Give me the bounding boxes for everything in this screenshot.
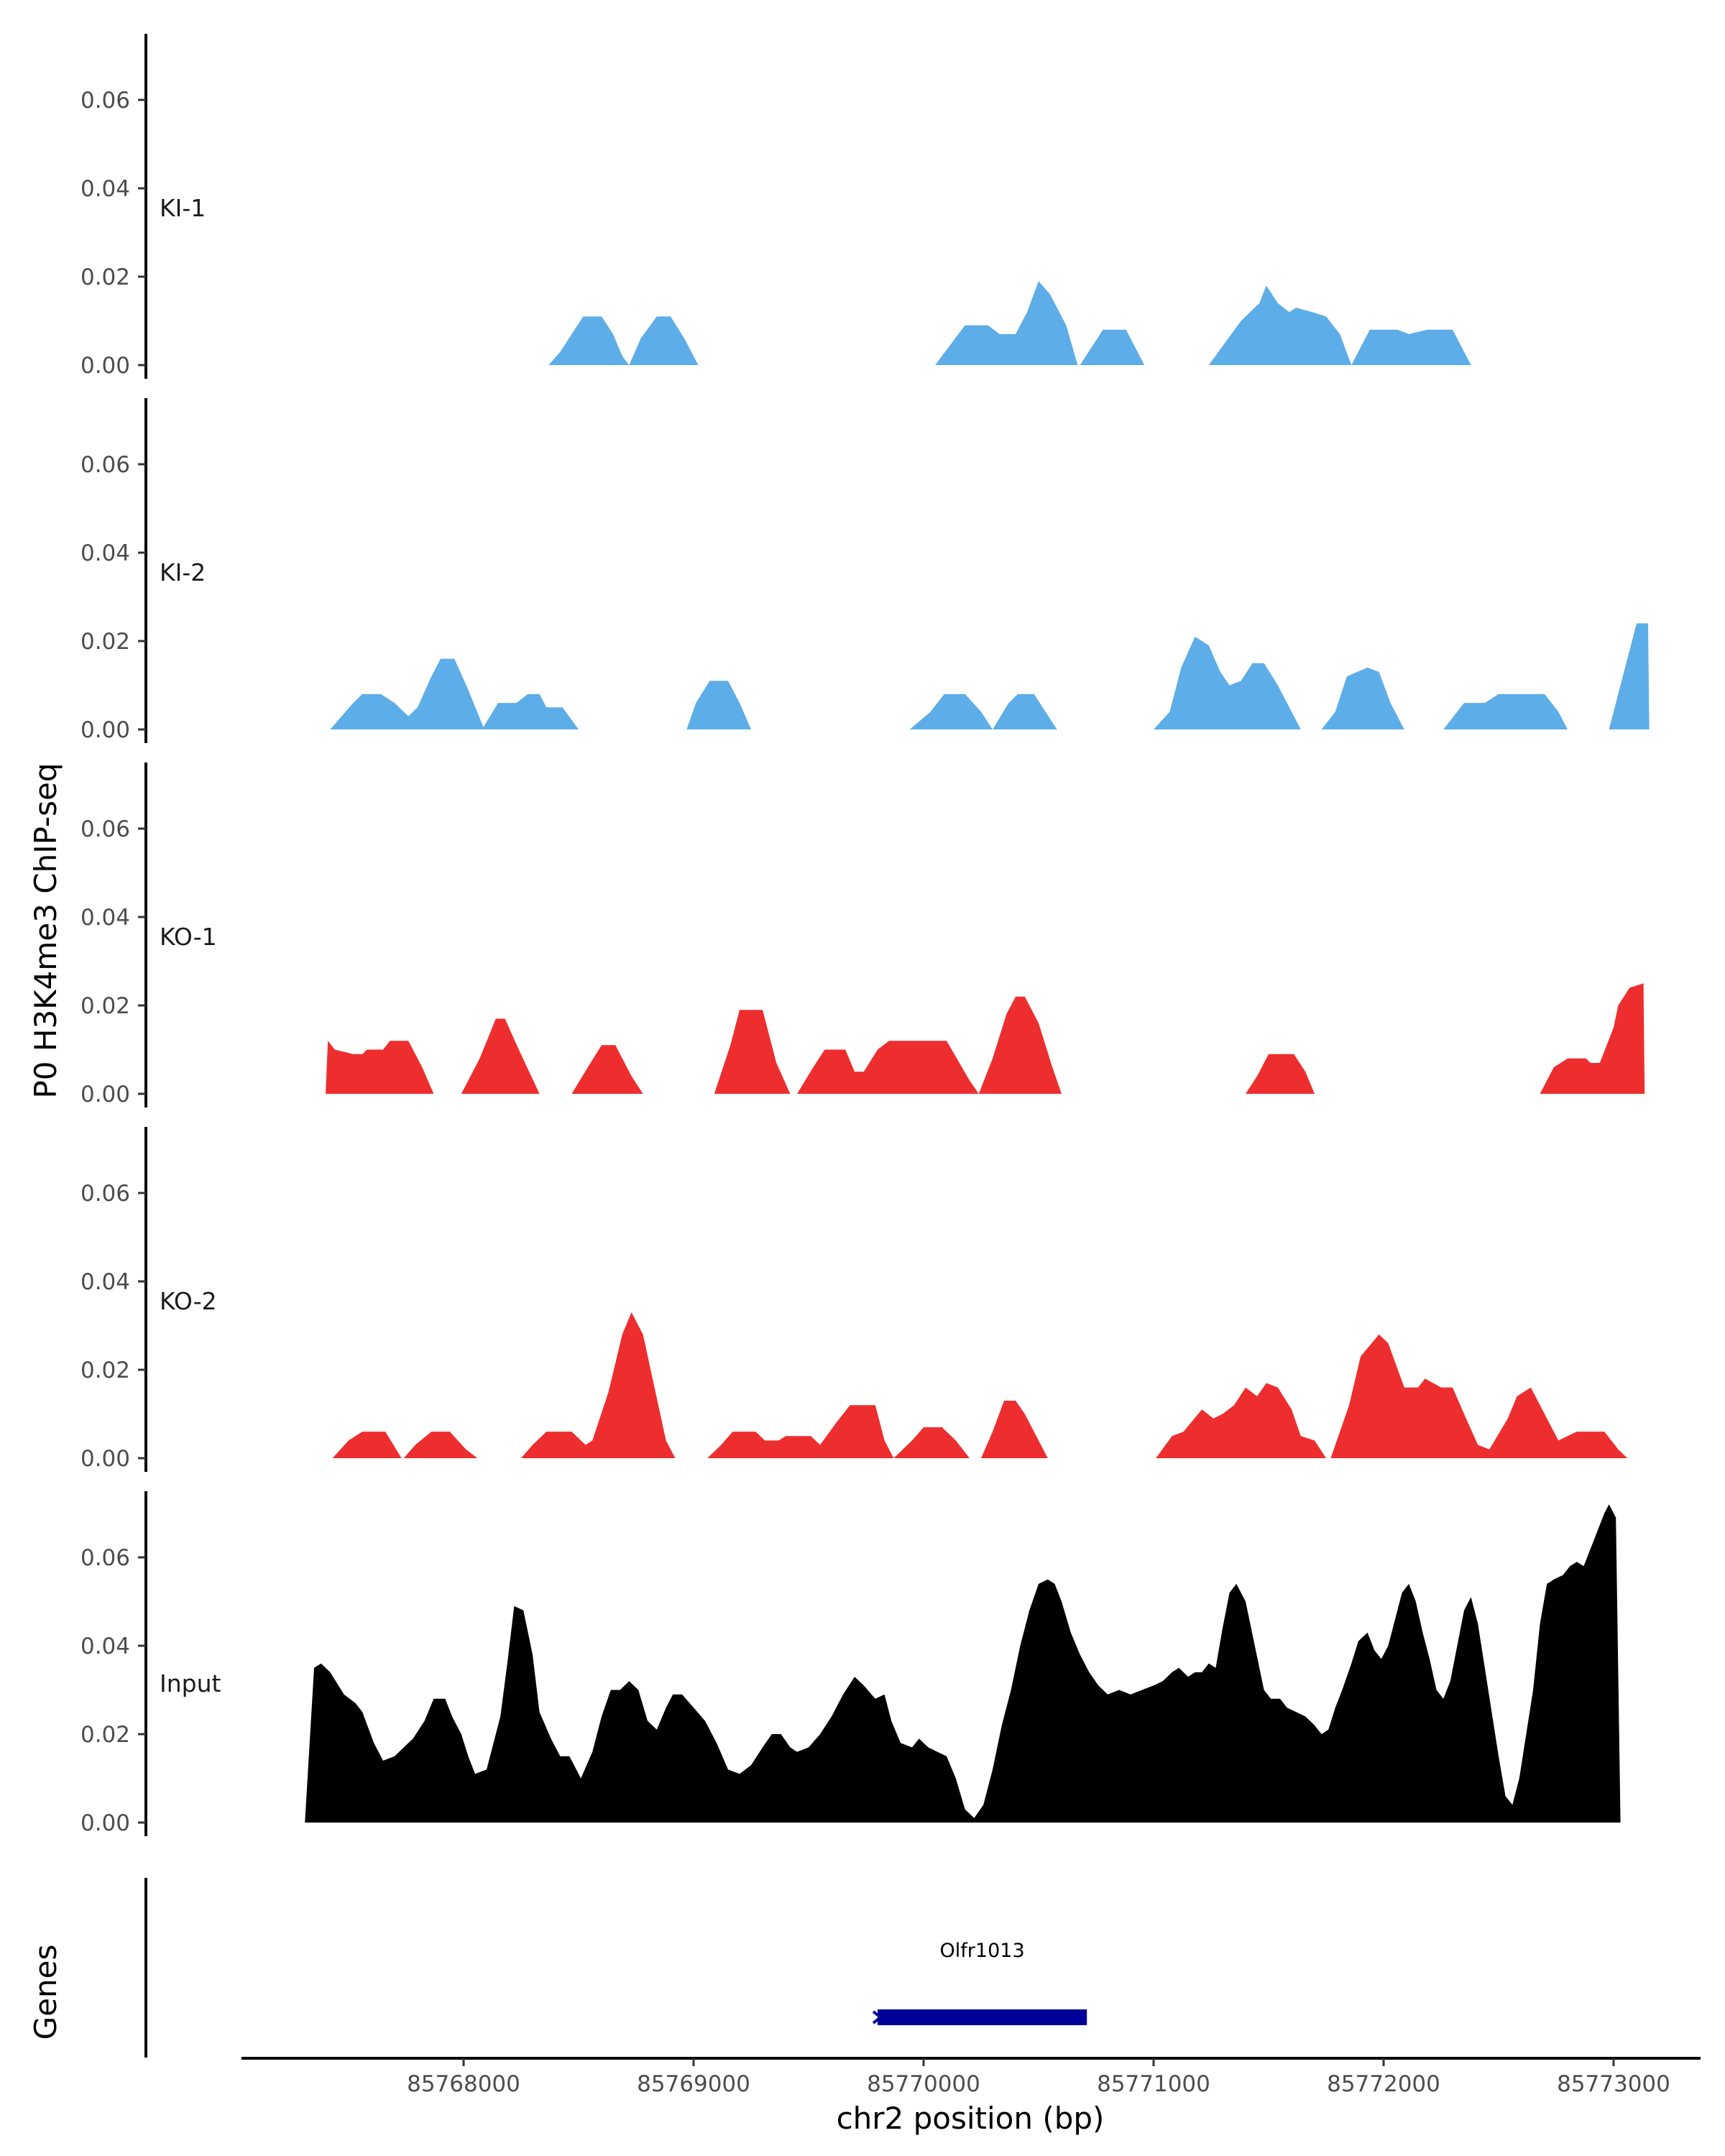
coverage-area [326, 1041, 434, 1094]
y-tick-label: 0.04 [80, 1269, 130, 1295]
y-tick-label: 0.04 [80, 1634, 130, 1659]
y-tick-label: 0.02 [80, 1358, 130, 1383]
coverage-area [1246, 1054, 1315, 1094]
track-panel: 0.00 0.02 0.04 0.06 Input [80, 1491, 1621, 1836]
coverage-area [686, 681, 751, 729]
gene-track: Olfr1013 [144, 1878, 1087, 2058]
y-tick-label: 0.06 [80, 452, 130, 478]
coverage-area [1154, 636, 1301, 729]
y-tick-label: 0.02 [80, 1722, 130, 1748]
coverage-area [1156, 1383, 1326, 1458]
coverage-area [332, 1432, 402, 1458]
coverage-area [1351, 329, 1471, 365]
x-tick-label: 85768000 [407, 2071, 520, 2097]
track-label: KO-1 [160, 923, 217, 951]
y-tick-label: 0.06 [80, 88, 130, 114]
y-tick-label: 0.06 [80, 816, 130, 842]
track-label: KI-1 [160, 194, 206, 222]
coverage-area [461, 1018, 540, 1094]
x-tick-label: 85773000 [1557, 2071, 1670, 2097]
x-tick-label: 85770000 [867, 2071, 980, 2097]
coverage-area [571, 1045, 643, 1094]
gene-label: Olfr1013 [940, 1940, 1025, 1962]
coverage-area [1540, 983, 1645, 1094]
coverage-area [714, 1010, 791, 1094]
x-tick-label: 85769000 [637, 2071, 750, 2097]
x-tick-label: 85772000 [1327, 2071, 1440, 2097]
y-tick-label: 0.04 [80, 905, 130, 931]
track-panel: 0.00 0.02 0.04 0.06 KO-2 [80, 1127, 1628, 1472]
coverage-area [978, 996, 1062, 1094]
y-tick-label: 0.00 [80, 1082, 130, 1107]
coverage-area [1443, 694, 1568, 729]
y-tick-label: 0.06 [80, 1545, 130, 1571]
strand-arrow-icon [872, 2010, 883, 2024]
y-tick-label: 0.06 [80, 1181, 130, 1207]
coverage-area [909, 694, 993, 729]
track-label: KI-2 [160, 558, 206, 586]
coverage-area [1609, 623, 1650, 729]
coverage-area [521, 1312, 676, 1458]
y-tick-label: 0.00 [80, 717, 130, 743]
gene-track-title: Genes [28, 1945, 63, 2040]
track-panel: 0.00 0.02 0.04 0.06 KO-1 [80, 763, 1645, 1107]
coverage-area [1080, 329, 1145, 365]
x-tick-label: 85771000 [1097, 2071, 1210, 2097]
coverage-area [1330, 1334, 1628, 1458]
y-tick-label: 0.00 [80, 1446, 130, 1472]
coverage-area [993, 694, 1057, 729]
track-label: Input [160, 1669, 221, 1697]
y-tick-label: 0.04 [80, 540, 130, 566]
track-panel: 0.00 0.02 0.04 0.06 KI-2 [80, 398, 1650, 743]
coverage-area [305, 1504, 1621, 1823]
coverage-area [1208, 285, 1352, 365]
x-axis-title: chr2 position (bp) [837, 2101, 1105, 2136]
coverage-area [548, 316, 630, 365]
coverage-area [1321, 667, 1404, 729]
coverage-area [629, 316, 699, 365]
tracks-layer: 0.00 0.02 0.04 0.06 KI-1 0.00 0.02 0.04 0.06 KI-2… [80, 34, 1650, 1836]
gene-body [878, 2009, 1087, 2025]
track-panel: 0.00 0.02 0.04 0.06 KI-1 [80, 34, 1471, 379]
x-axis: 85768000 85769000 85770000 85771000 85772000… [242, 2057, 1701, 2097]
track-label: KO-2 [160, 1287, 217, 1315]
y-tick-label: 0.02 [80, 264, 130, 290]
coverage-area [403, 1432, 478, 1458]
coverage-area [935, 281, 1078, 365]
coverage-area [981, 1401, 1048, 1458]
y-tick-label: 0.02 [80, 993, 130, 1019]
y-tick-label: 0.00 [80, 1810, 130, 1836]
coverage-area [482, 694, 579, 729]
y-tick-label: 0.04 [80, 176, 130, 202]
y-axis-title: P0 H3K4me3 ChIP-seq [28, 763, 63, 1098]
y-tick-label: 0.00 [80, 353, 130, 379]
coverage-area [797, 1041, 979, 1094]
y-tick-label: 0.02 [80, 629, 130, 655]
coverage-area [707, 1405, 894, 1458]
coverage-area [893, 1427, 970, 1458]
coverage-area [330, 658, 484, 729]
